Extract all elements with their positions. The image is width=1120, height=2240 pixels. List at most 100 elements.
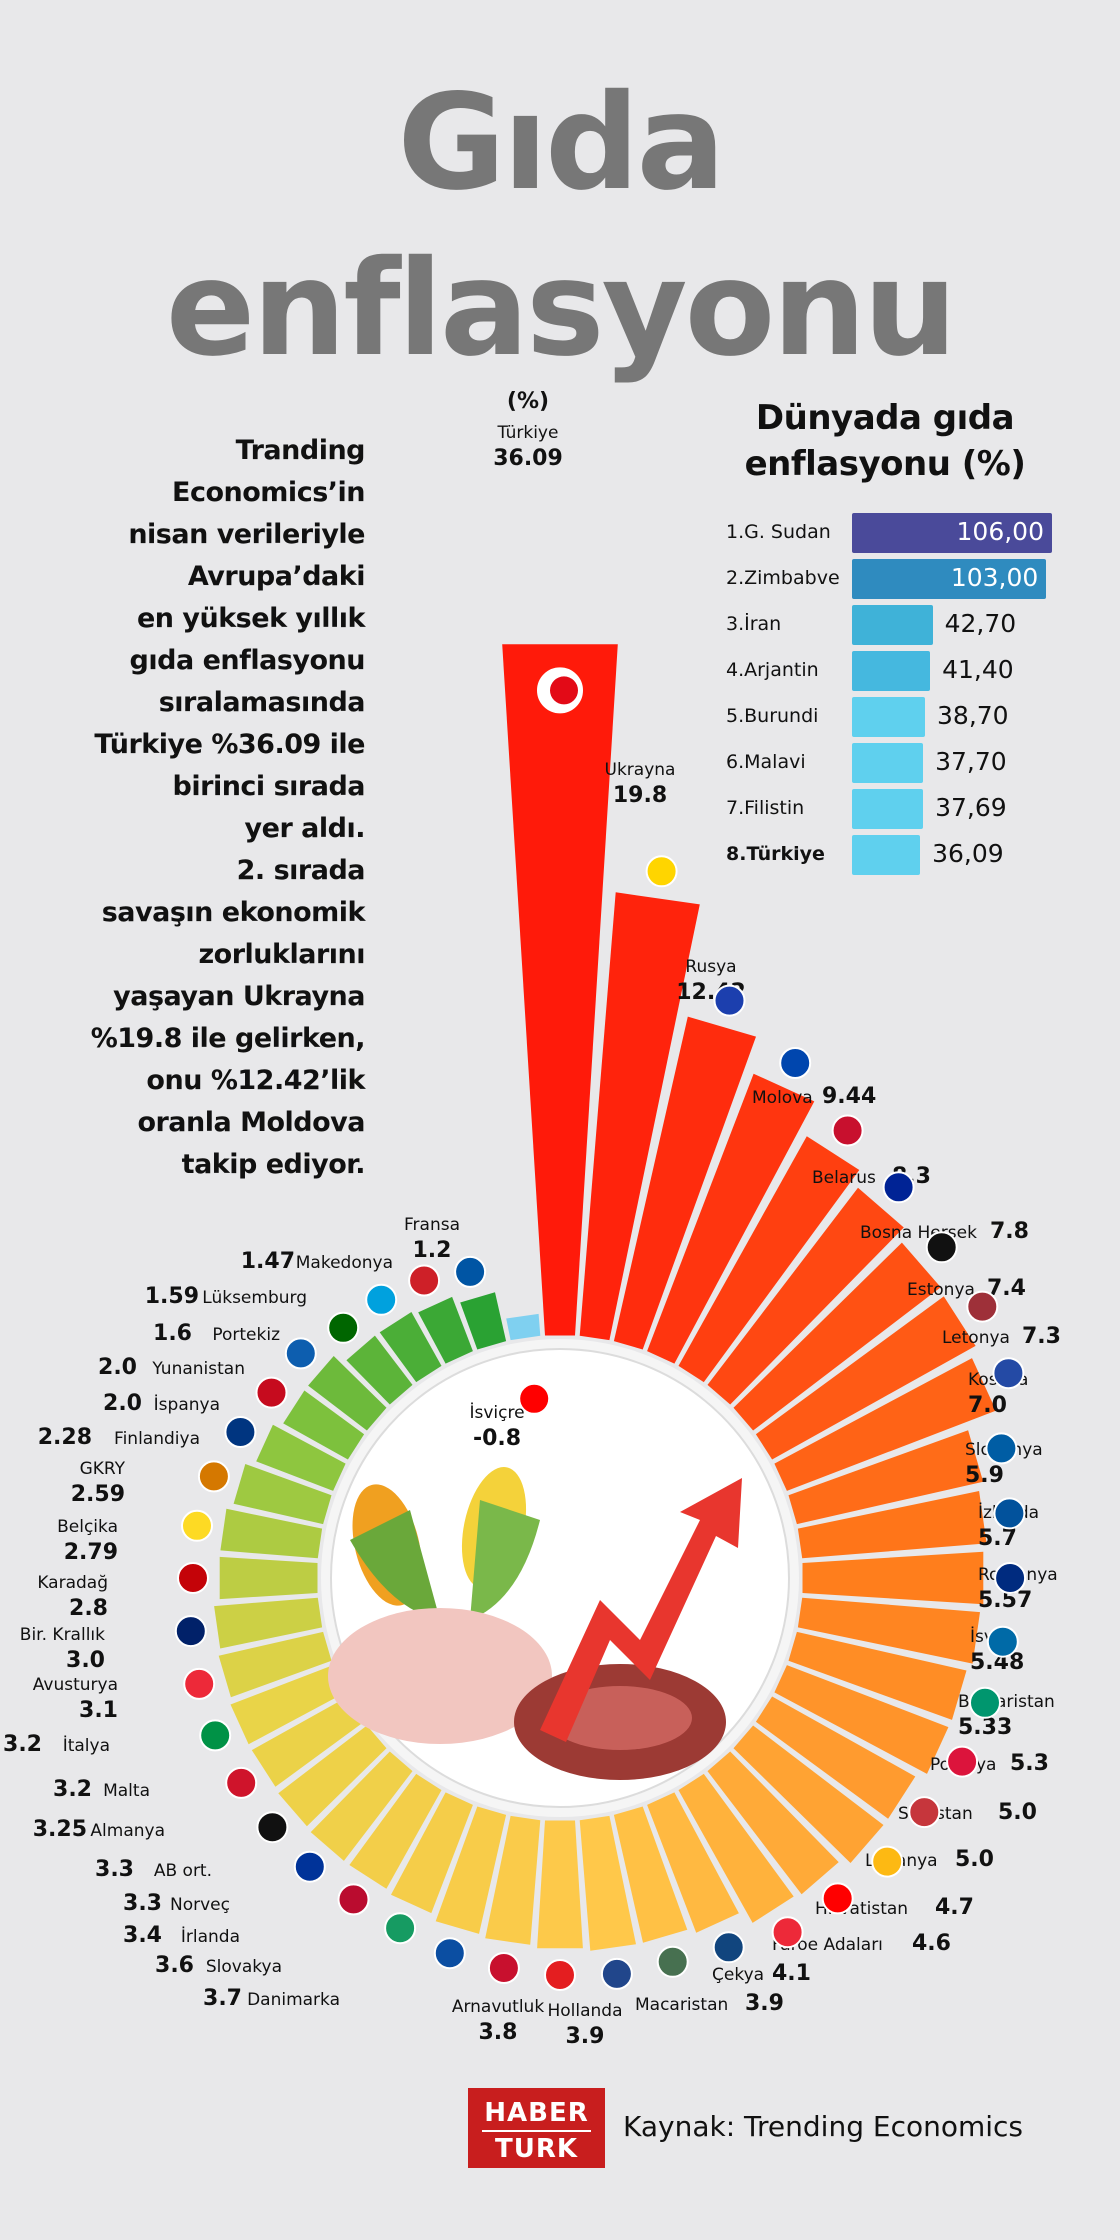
- intro-line: Türkiye %36.09 ile: [94, 729, 365, 760]
- intro-text: Tranding Economics’in nisan verileriyle Avr…: [30, 430, 366, 1186]
- flag-icon: [327, 1311, 360, 1344]
- country-value: 5.9: [965, 1463, 1004, 1488]
- flag-icon: [433, 1937, 466, 1970]
- flag-icon: [174, 1615, 207, 1648]
- country-name: Portekiz: [212, 1325, 280, 1345]
- bar-makedonya: [418, 1296, 473, 1364]
- bar-ukrayna: [579, 892, 700, 1341]
- country-value: 3.3: [123, 1891, 162, 1916]
- bar-label: Macaristan 3.9: [635, 1991, 784, 2016]
- world-country-name: 5.Burundi: [726, 705, 819, 727]
- flag-icon: [712, 1931, 745, 1964]
- bar-i-spanya: [283, 1390, 365, 1460]
- flag-icon: [969, 1686, 1001, 1719]
- bar-label: Fransa 1.2: [404, 1215, 460, 1263]
- intro-line: birinci sırada: [172, 771, 366, 802]
- bar-karadağ: [219, 1556, 318, 1600]
- bar-danimarka: [485, 1815, 541, 1945]
- bar-label: Letonya 7.3: [942, 1324, 1061, 1349]
- world-ranking-row: 5.Burundi 38,70: [720, 693, 1050, 739]
- food-icon: [328, 1467, 742, 1780]
- flag-icon: [181, 1509, 213, 1542]
- bar-türkiye: [502, 644, 618, 1336]
- country-name: Finlandiya: [114, 1429, 200, 1449]
- country-value: 2.0: [103, 1391, 142, 1416]
- intro-line: oranla Moldova: [137, 1107, 365, 1138]
- flag-icon: [225, 1766, 258, 1799]
- bar-litvanya: [733, 1725, 884, 1863]
- country-value: 3.4: [123, 1923, 162, 1948]
- bar-belarus: [678, 1136, 860, 1383]
- flag-icon: [882, 1171, 915, 1204]
- flag-icon: [600, 1957, 633, 1990]
- country-value: 3.9: [566, 2024, 605, 2049]
- flag-icon: [908, 1796, 941, 1829]
- bar-label: Hollanda 3.9: [547, 2001, 622, 2049]
- bar-avusturya: [218, 1631, 332, 1698]
- country-value: 1.2: [413, 1238, 452, 1263]
- bar-letonya: [755, 1296, 976, 1460]
- country-value: 7.8: [990, 1219, 1029, 1244]
- flag-icon: [871, 1845, 904, 1878]
- world-value: 38,70: [937, 701, 1009, 730]
- bar-label: Portekiz 1.6: [153, 1321, 280, 1346]
- country-name: Yunanistan: [151, 1359, 245, 1379]
- world-ranking-row: 6.Malavi 37,70: [720, 739, 1050, 785]
- bar-label: Arnavutluk 3.8: [452, 1997, 545, 2045]
- flag-icon: [408, 1264, 441, 1297]
- bar-hırvatistan: [707, 1751, 839, 1895]
- unit-label: (%): [507, 389, 549, 414]
- world-ranking-row: 2.Zimbabve 103,00: [720, 555, 1050, 601]
- flag-icon: [256, 1811, 289, 1844]
- world-value: 103,00: [950, 563, 1039, 592]
- world-country-name: 1.G. Sudan: [726, 521, 831, 543]
- intro-line: yer aldı.: [244, 813, 366, 844]
- world-ranking-row: 7.Filistin 37,69: [720, 785, 1050, 831]
- country-value: 36.09: [493, 446, 563, 471]
- country-value: 3.0: [66, 1648, 105, 1673]
- country-value: 3.2: [53, 1777, 92, 1802]
- bar-malta: [251, 1696, 365, 1787]
- flag-icon: [831, 1114, 864, 1147]
- country-name: Slovakya: [206, 1957, 282, 1977]
- flag-icon: [284, 1337, 317, 1370]
- flag-icon: [337, 1883, 370, 1916]
- country-value: 2.59: [71, 1482, 125, 1507]
- flag-icon: [992, 1357, 1025, 1390]
- country-value: 4.6: [912, 1931, 951, 1956]
- country-name: İsviçre: [469, 1402, 524, 1423]
- bar-macaristan: [613, 1806, 688, 1943]
- bar-molova: [647, 1073, 815, 1364]
- country-value: 5.0: [998, 1800, 1037, 1825]
- bar-label: Çekya 4.1: [712, 1961, 811, 1986]
- flag-icon: [985, 1432, 1018, 1465]
- world-value: 37,69: [935, 793, 1007, 822]
- footer: HABER TURK Kaynak: Trending Economics: [0, 2088, 1120, 2168]
- bar-label: Avusturya 3.1: [33, 1675, 118, 1723]
- country-value: 3.7: [203, 1986, 242, 2011]
- source-credit: Kaynak: Trending Economics: [623, 2110, 1024, 2143]
- world-value: 36,09: [932, 839, 1004, 868]
- world-title-line-2: enflasyonu (%): [744, 444, 1026, 484]
- bar-arnavutluk: [537, 1820, 583, 1949]
- flag-icon: [544, 1959, 576, 1991]
- country-name: Letonya: [942, 1328, 1010, 1348]
- bar-label: İtalya 3.2: [3, 1732, 110, 1757]
- country-value: 1.6: [153, 1321, 192, 1346]
- country-value: 5.7: [978, 1526, 1017, 1551]
- flag-icon: [293, 1850, 326, 1883]
- country-value: 1.47: [241, 1249, 295, 1274]
- world-bar: [852, 513, 1052, 553]
- bar-portekiz: [346, 1335, 413, 1405]
- flag-icon: [821, 1882, 854, 1915]
- flag-icon: [384, 1912, 417, 1945]
- country-name: Lüksemburg: [202, 1288, 307, 1308]
- bar-label: İrlanda 3.4: [123, 1923, 240, 1948]
- flag-icon: [993, 1497, 1026, 1530]
- bar-label: Norveç 3.3: [123, 1891, 230, 1916]
- country-value: 2.8: [69, 1596, 108, 1621]
- country-value: 5.0: [955, 1847, 994, 1872]
- country-value: 19.8: [613, 783, 667, 808]
- country-name: Estonya: [907, 1280, 975, 1300]
